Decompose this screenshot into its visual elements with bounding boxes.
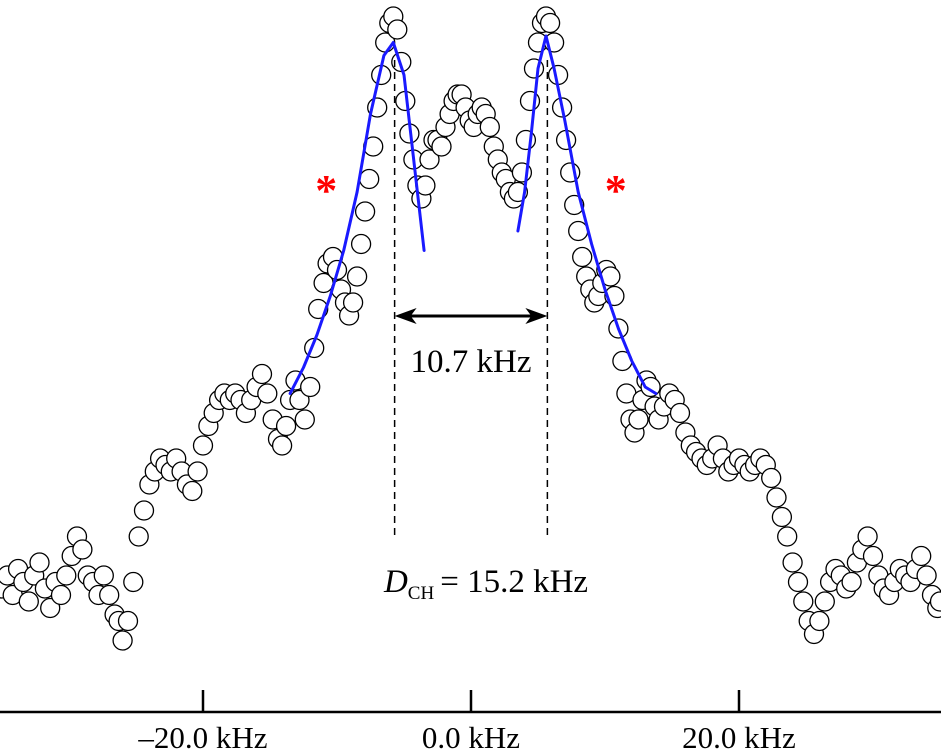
fit-line-left: [288, 41, 426, 395]
asterisk-right: *: [605, 166, 627, 215]
x-axis: –20.0 kHz 0.0 kHz 20.0 kHz: [0, 690, 941, 751]
data-point: [289, 389, 310, 411]
data-point: [123, 571, 144, 593]
data-point: [257, 383, 278, 404]
coupling-symbol: D: [383, 564, 408, 600]
data-point: [539, 12, 561, 34]
data-point: [359, 168, 380, 190]
data-point: [354, 201, 376, 222]
data-point: [841, 571, 862, 593]
data-point: [572, 246, 593, 268]
asterisk-left: *: [315, 166, 337, 215]
data-point: [128, 526, 149, 547]
data-point: [350, 233, 372, 255]
data-point: [29, 552, 50, 573]
asterisk-markers: * *: [315, 166, 626, 215]
data-point: [916, 565, 937, 586]
data-point: [419, 149, 440, 170]
data-point: [192, 435, 214, 456]
data-point: [300, 376, 321, 398]
data-point: [479, 116, 500, 138]
data-point: [387, 19, 408, 40]
data-point: [251, 363, 273, 385]
guide-lines: [393, 60, 549, 540]
data-point: [117, 610, 139, 632]
coupling-value: = 15.2 kHz: [440, 564, 588, 600]
data-point: [275, 415, 297, 437]
data-point: [99, 584, 120, 606]
data-point: [628, 409, 649, 430]
arrow-head-right: [525, 308, 548, 324]
x-tick-label: 0.0 kHz: [422, 720, 520, 751]
data-point: [862, 545, 884, 567]
x-tick-label: –20.0 kHz: [137, 720, 267, 751]
data-point: [809, 610, 830, 632]
coupling-label: DCH = 15.2 kHz: [383, 564, 588, 604]
data-point: [766, 487, 787, 508]
data-point: [18, 591, 39, 612]
fit-line-right: [516, 34, 658, 395]
data-point: [771, 506, 793, 528]
data-point: [294, 409, 315, 430]
data-point: [814, 591, 835, 612]
data-point: [777, 526, 798, 547]
data-point: [568, 220, 589, 242]
data-point: [342, 292, 364, 313]
data-point: [93, 565, 114, 586]
fit-curves: [288, 34, 658, 395]
data-point: [182, 480, 203, 502]
data-point: [787, 571, 809, 593]
data-point: [857, 526, 878, 547]
data-point: [40, 597, 61, 619]
data-point: [761, 467, 782, 489]
data-point: [112, 630, 133, 651]
data-point: [346, 266, 368, 287]
data-point: [793, 591, 814, 612]
data-point: [187, 461, 208, 482]
data-point: [782, 552, 803, 573]
arrow-label: 10.7 kHz: [411, 344, 532, 380]
data-point: [431, 136, 452, 157]
data-point: [929, 591, 941, 612]
arrow-head-left: [394, 308, 417, 324]
data-point: [133, 500, 155, 521]
width-arrow: [394, 308, 548, 324]
data-point: [50, 584, 72, 606]
data-point: [911, 545, 932, 567]
data-point: [72, 539, 93, 560]
x-tick-label: 20.0 kHz: [682, 720, 796, 751]
coupling-subscript: CH: [408, 583, 435, 604]
data-points: [0, 6, 941, 651]
data-point: [669, 402, 691, 424]
data-point: [271, 435, 293, 456]
data-point: [56, 565, 77, 586]
